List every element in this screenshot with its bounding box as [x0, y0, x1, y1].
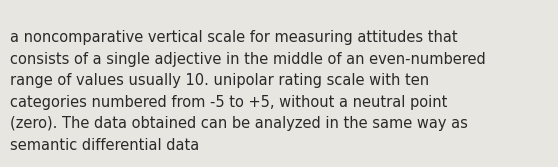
Text: a noncomparative vertical scale for measuring attitudes that
consists of a singl: a noncomparative vertical scale for meas…: [10, 30, 486, 153]
